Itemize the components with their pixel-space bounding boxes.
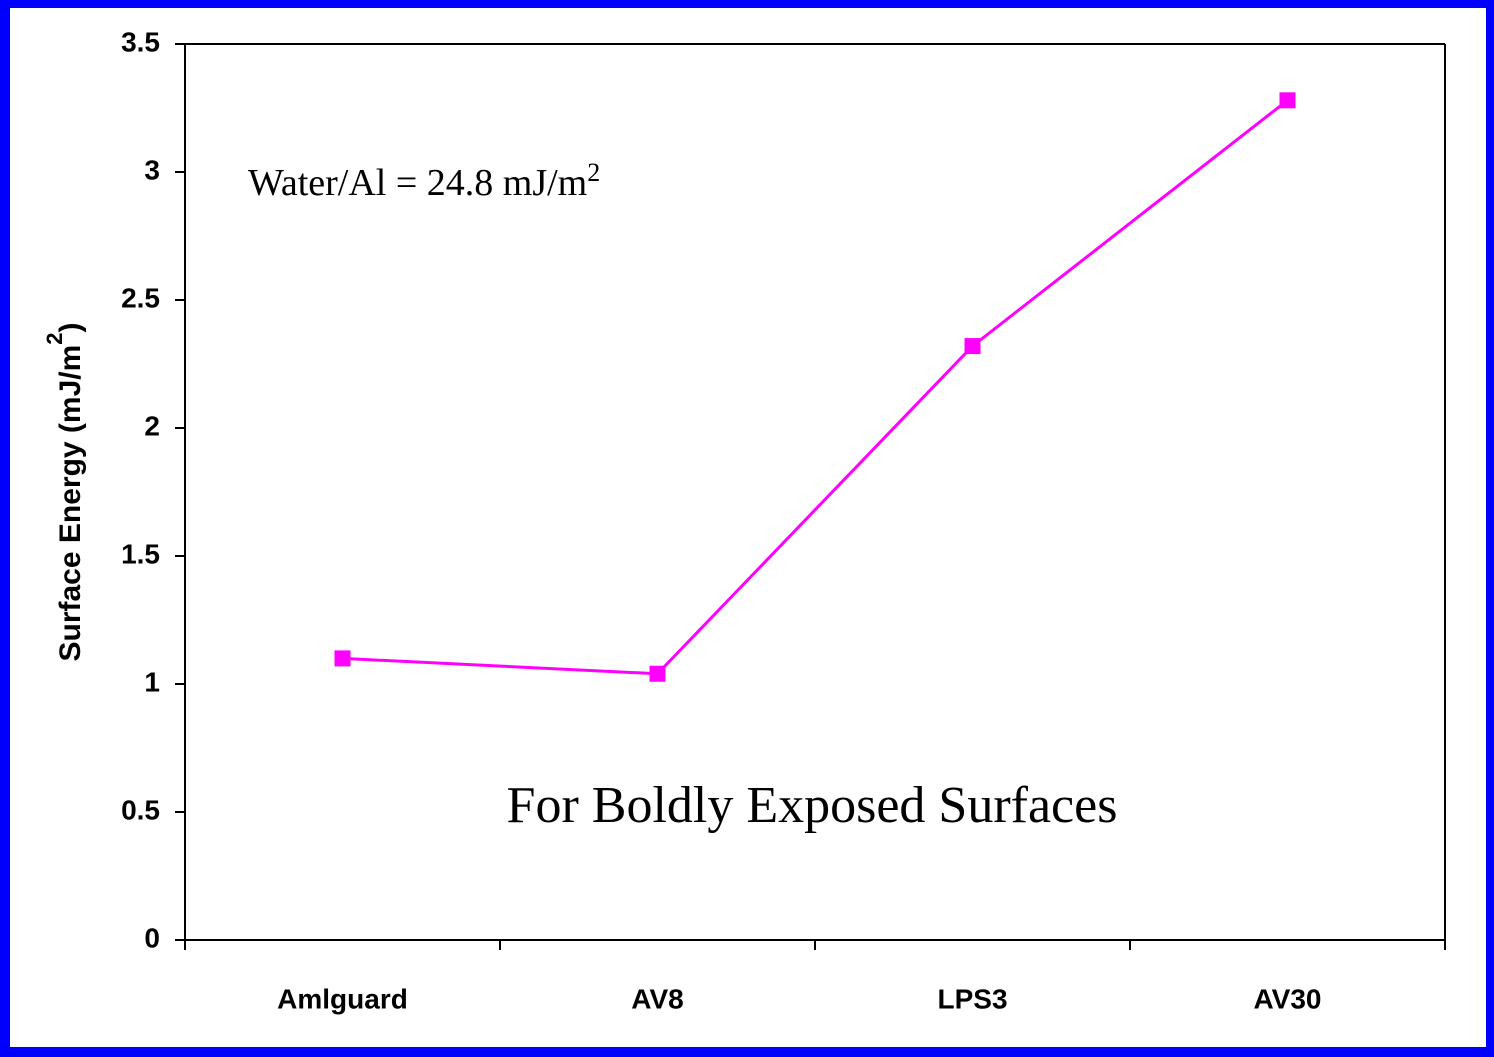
marker bbox=[649, 665, 666, 682]
annotation: For Boldly Exposed Surfaces bbox=[507, 777, 1118, 834]
x-tick-label: AV8 bbox=[631, 983, 683, 1014]
y-tick-label: 2 bbox=[144, 410, 160, 441]
plot-area: 0 0.5 1 1.5 2 2.5 3 3.5 Amlguard AV8 LPS3 AV30 bbox=[121, 26, 1446, 1014]
y-tick-label: 1.5 bbox=[121, 538, 160, 569]
y-axis-label-end: ) bbox=[54, 322, 87, 332]
y-tick-label: 0 bbox=[144, 922, 160, 953]
marker bbox=[334, 650, 351, 667]
y-tick-label: 2.5 bbox=[121, 282, 160, 313]
y-tick-label: 3.5 bbox=[121, 26, 160, 57]
y-tick-label: 3 bbox=[144, 154, 160, 185]
marker bbox=[1279, 92, 1296, 109]
y-axis-label-text: Surface Energy (mJ/m bbox=[54, 345, 87, 662]
marker bbox=[964, 338, 981, 355]
x-tick-label: AV30 bbox=[1254, 983, 1322, 1014]
x-tick-label: Amlguard bbox=[277, 983, 408, 1014]
annotation: Water/Al = 24.8 mJ/m2 bbox=[248, 158, 600, 204]
annotation-sup: 2 bbox=[587, 158, 600, 187]
x-tick-label: LPS3 bbox=[937, 983, 1007, 1014]
annotation-text: Water/Al = 24.8 mJ/m bbox=[248, 162, 587, 204]
background bbox=[10, 8, 1486, 1047]
line bbox=[342, 99, 1289, 676]
y-axis-label-sup: 2 bbox=[42, 332, 67, 344]
y-tick-label: 0.5 bbox=[121, 794, 160, 825]
y-axis-label: Surface Energy (mJ/m2) bbox=[42, 322, 87, 661]
y-tick-label: 1 bbox=[144, 666, 160, 697]
